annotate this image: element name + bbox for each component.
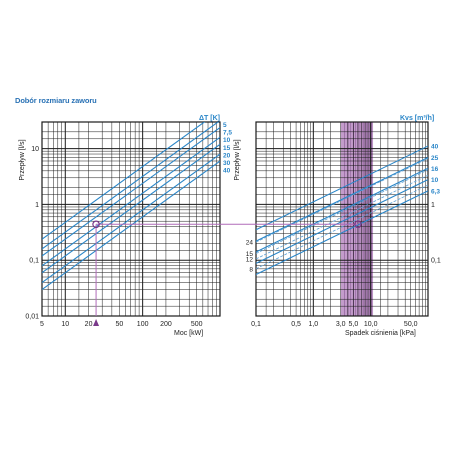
pressure-axis-ticks: 0,1 0,5 1,0 3,0 5,0 10,0 50,0 — [251, 321, 418, 328]
page-title: Dobór rozmiaru zaworu — [15, 96, 97, 105]
kvs-left-label-12: 12 — [246, 256, 254, 263]
flow-tick-label-right: 1 — [431, 202, 435, 209]
example-point-right — [354, 220, 362, 229]
kvs-label-40: 40 — [431, 144, 439, 151]
power-tick-label: 500 — [191, 321, 203, 328]
delta-t-line-40 — [42, 160, 220, 290]
delta-t-line-7-5 — [42, 122, 219, 250]
kvs-line-16 — [256, 167, 428, 253]
pressure-tick-label: 50,0 — [404, 321, 418, 328]
kvs-legend-title: Kvs [m³/h] — [400, 115, 434, 122]
flow-tick-label-left: 10 — [31, 146, 39, 153]
delta-t-label-7-5: 7,5 — [223, 130, 232, 137]
kvs-label-25: 25 — [431, 155, 439, 162]
kvs-line-10 — [256, 179, 428, 264]
delta-t-line-10 — [42, 127, 220, 257]
power-tick-label: 20 — [85, 321, 93, 328]
kvs-series — [256, 145, 428, 276]
delta-t-legend-title: ΔT [K] — [199, 115, 220, 122]
example-guides — [92, 220, 362, 326]
pressure-tick-label: 1,0 — [308, 321, 318, 328]
flow-axis-ticks-left: 0,01 0,1 1 10 — [25, 146, 39, 320]
power-flow-grid — [41, 121, 221, 317]
pressure-tick-label: 0,5 — [291, 321, 301, 328]
kvs-line-40 — [256, 145, 428, 231]
power-tick-label: 100 — [137, 321, 149, 328]
kvs-line-8 — [256, 184, 428, 270]
example-start-marker — [93, 319, 100, 326]
delta-t-line-20 — [42, 143, 220, 274]
kvs-left-label-15: 15 — [246, 251, 254, 258]
flow-axis-label-right: Przepływ [l/s] — [234, 139, 241, 180]
power-flow-grid-frame — [41, 121, 221, 317]
delta-t-line-30 — [42, 153, 220, 283]
power-axis-label: Moc [kW] — [174, 330, 203, 337]
delta-t-label-20: 20 — [223, 152, 231, 159]
pressure-flow-grid-frame — [255, 121, 429, 317]
kvs-label-16: 16 — [431, 166, 439, 173]
kvs-label-10: 10 — [431, 177, 439, 184]
power-tick-label: 50 — [115, 321, 123, 328]
pressure-tick-label: 10,0 — [364, 321, 378, 328]
kvs-left-label-24: 24 — [246, 240, 254, 247]
delta-t-label-40: 40 — [223, 168, 231, 175]
kvs-line-25 — [256, 156, 428, 242]
pressure-flow-chart: 0,1 0,5 1,0 3,0 5,0 10,0 50,0 10,1 402516106,3… — [234, 115, 441, 337]
pressure-tick-label: 3,0 — [336, 321, 346, 328]
example-point-left — [92, 220, 100, 229]
flow-axis-label-left: Przepływ [l/s] — [19, 139, 26, 180]
kvs-line-24 — [256, 158, 428, 243]
kvs-left-label-8: 8 — [249, 266, 253, 273]
delta-t-series — [42, 122, 220, 290]
flow-tick-label-left: 1 — [35, 202, 39, 209]
pressure-tick-label: 5,0 — [349, 321, 359, 328]
delta-t-label-10: 10 — [223, 137, 231, 144]
delta-t-label-5: 5 — [223, 122, 227, 129]
power-tick-label: 10 — [61, 321, 69, 328]
delta-t-line-15 — [42, 136, 220, 267]
power-axis-ticks: 5 10 20 50 100 200 500 — [40, 321, 203, 328]
power-tick-label: 5 — [40, 321, 44, 328]
pressure-tick-label: 0,1 — [251, 321, 261, 328]
delta-t-label-30: 30 — [223, 160, 231, 167]
kvs-line-15 — [256, 169, 428, 254]
kvs-line-12 — [256, 174, 428, 260]
flow-tick-label-right: 0,1 — [431, 258, 441, 265]
pressure-axis-label: Spadek ciśnienia [kPa] — [345, 330, 416, 337]
kvs-line-6-3 — [256, 190, 428, 276]
kvs-label-6-3: 6,3 — [431, 188, 440, 195]
power-tick-label: 200 — [160, 321, 172, 328]
flow-tick-label-left: 0,1 — [29, 258, 39, 265]
flow-tick-label-left: 0,01 — [25, 314, 39, 321]
delta-t-line-5 — [42, 122, 206, 240]
delta-t-label-15: 15 — [223, 145, 231, 152]
pressure-flow-grid — [255, 121, 429, 317]
flow-axis-ticks-right: 10,1 — [431, 202, 441, 265]
